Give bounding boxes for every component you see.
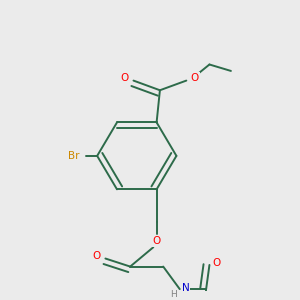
Text: O: O	[121, 73, 129, 83]
Text: O: O	[191, 73, 199, 83]
Text: O: O	[93, 251, 101, 261]
Text: O: O	[152, 236, 161, 246]
Text: Br: Br	[68, 151, 80, 161]
Text: O: O	[213, 258, 221, 268]
Text: N: N	[182, 284, 190, 293]
Text: H: H	[170, 290, 177, 299]
